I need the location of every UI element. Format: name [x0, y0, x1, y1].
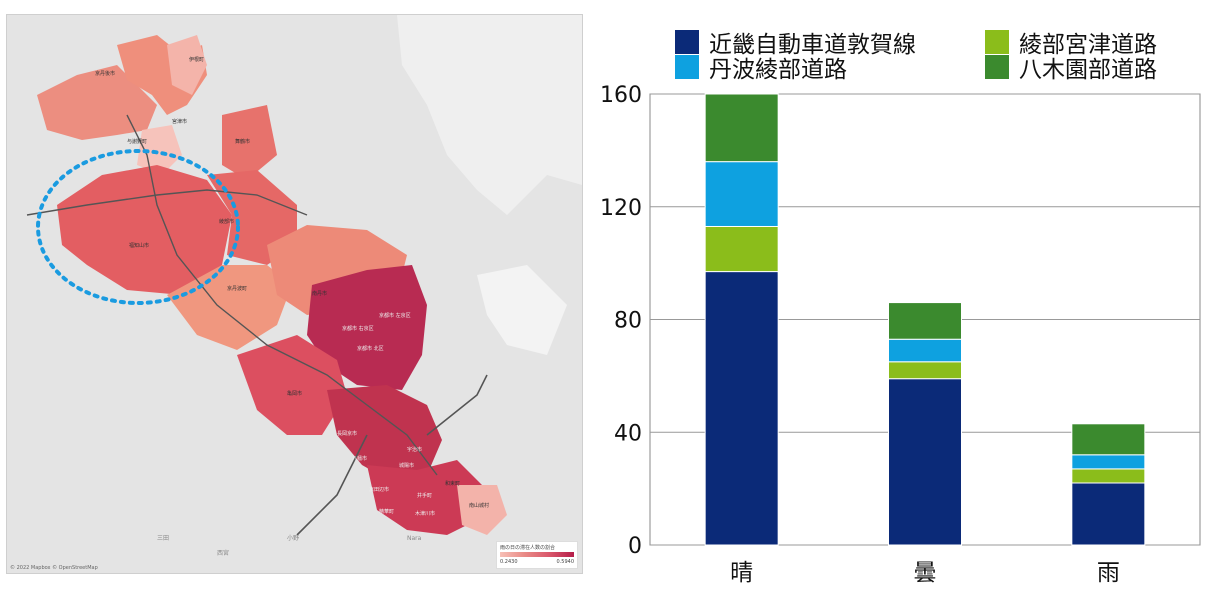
region-minamiyamashiro [457, 485, 507, 535]
map-label-nagaokakyo: 長岡京市 [337, 430, 357, 437]
map-label-kyotamba: 京丹波町 [227, 285, 247, 292]
map-label-kameoka: 亀岡市 [287, 390, 302, 397]
bar-segment-3-1 [888, 302, 962, 340]
y-tick-label: 80 [614, 309, 642, 334]
road-line [426, 374, 488, 436]
map-label-seika: 精華町 [379, 508, 394, 515]
map-legend-gradient [500, 552, 574, 557]
x-tick-label: 晴 [730, 560, 753, 586]
map-label-joyo: 城陽市 [399, 462, 414, 469]
map-label-miyazu: 宮津市 [172, 118, 187, 125]
x-tick-label: 曇 [914, 560, 937, 586]
map-label-minamiyamashiro: 南山城村 [469, 502, 489, 509]
map-label-yawata: 八幡市 [352, 455, 367, 462]
highlight-circle [36, 149, 240, 305]
region-fukuchiyama [57, 165, 232, 295]
map-panel: 伊根町 京丹後市 宮津市 与謝野町 舞鶴市 綾部市 福知山市 京丹波町 南丹市 … [6, 14, 583, 574]
bar-segment-3-2 [1071, 423, 1146, 456]
legend-item-series-3: 八木園部道路 [985, 55, 1157, 83]
map-place-sanda: 三田 [157, 535, 169, 542]
map-label-nantan: 南丹市 [312, 290, 327, 297]
bar-segment-0-1 [888, 378, 962, 546]
y-tick-label: 160 [600, 83, 642, 108]
region-kameoka [237, 335, 347, 435]
map-place-ono: 小野 [287, 534, 299, 542]
legend-label-series-1: 綾部宮津道路 [1019, 32, 1157, 58]
bar-segment-2-1 [888, 338, 962, 363]
map-place-nara: Nara [407, 535, 422, 542]
region-kyoto-city-south [327, 385, 442, 485]
legend-swatch-series-1 [985, 30, 1009, 54]
sea-area [397, 15, 582, 215]
map-legend-title: 雨の日の滞在人数の割合 [500, 545, 556, 551]
bar-segment-1-0 [704, 225, 779, 273]
map-label-maizuru: 舞鶴市 [235, 138, 250, 145]
map-label-ine: 伊根町 [189, 56, 204, 63]
legend-item-series-2: 丹波綾部道路 [675, 55, 847, 83]
map-label-ide: 井手町 [417, 492, 432, 499]
legend-label-series-3: 八木園部道路 [1019, 57, 1157, 83]
map-place-nishinomiya: 西宮 [217, 549, 229, 557]
map-credit: © 2022 Mapbox © OpenStreetMap [10, 565, 98, 571]
bar-segment-2-2 [1071, 454, 1146, 470]
map-label-kizugawa: 木津川市 [415, 510, 435, 517]
lake-biwa [477, 265, 567, 355]
map-label-fukuchiyama: 福知山市 [129, 242, 149, 249]
region-kyoto-city-north [307, 265, 427, 390]
legend-swatch-series-2 [675, 55, 699, 79]
map-label-kita: 京都市 北区 [357, 345, 384, 352]
legend-item-series-0: 近畿自動車道敦賀線 [675, 30, 916, 58]
map-label-kyotanabe: 京田辺市 [369, 486, 389, 493]
region-maizuru [222, 105, 277, 180]
road-line [26, 189, 308, 216]
road-line [296, 434, 368, 536]
legend-label-series-0: 近畿自動車道敦賀線 [709, 32, 916, 58]
map-label-ayabe: 綾部市 [219, 218, 234, 225]
legend-item-series-1: 綾部宮津道路 [985, 30, 1157, 58]
map-label-sakyo: 京都市 左京区 [379, 312, 411, 319]
map-label-kyotango: 京丹後市 [95, 70, 115, 77]
road-line [126, 114, 438, 476]
kyoto-choropleth-map: 伊根町 京丹後市 宮津市 与謝野町 舞鶴市 綾部市 福知山市 京丹波町 南丹市 … [7, 15, 582, 573]
legend-label-series-2: 丹波綾部道路 [709, 57, 847, 83]
y-tick-label: 120 [600, 196, 642, 221]
region-ine [167, 35, 207, 95]
legend-swatch-series-0 [675, 30, 699, 54]
map-label-ukyo: 京都市 右京区 [342, 325, 374, 332]
legend-swatch-series-3 [985, 55, 1009, 79]
map-legend-max: 0.5940 [556, 559, 575, 565]
map-color-legend: 雨の日の滞在人数の割合 0.2430 0.5940 [496, 541, 578, 569]
bar-segment-3-0 [704, 93, 779, 163]
y-tick-label: 0 [628, 534, 642, 559]
chart-panel: 近畿自動車道敦賀線 丹波綾部道路 綾部宮津道路 八木園部道路 0 40 80 120 1… [585, 10, 1215, 590]
bar-segment-2-0 [704, 161, 779, 227]
map-label-uji: 宇治市 [407, 446, 422, 453]
stacked-bar-chart: 0 40 80 120 160 晴 曇 雨 [600, 83, 1201, 586]
map-legend-min: 0.2430 [500, 559, 518, 565]
bar-segment-1-2 [1071, 468, 1146, 484]
bar-segment-0-0 [704, 271, 779, 546]
region-kyotango [37, 65, 157, 140]
bar-segment-1-1 [888, 361, 962, 380]
map-label-wazuka: 和束町 [445, 480, 460, 487]
y-tick-label: 40 [614, 421, 642, 446]
region-yamashiro [367, 460, 482, 535]
bar-segment-0-2 [1071, 482, 1146, 546]
x-tick-label: 雨 [1097, 560, 1120, 586]
map-label-yosano: 与謝野町 [127, 138, 147, 145]
